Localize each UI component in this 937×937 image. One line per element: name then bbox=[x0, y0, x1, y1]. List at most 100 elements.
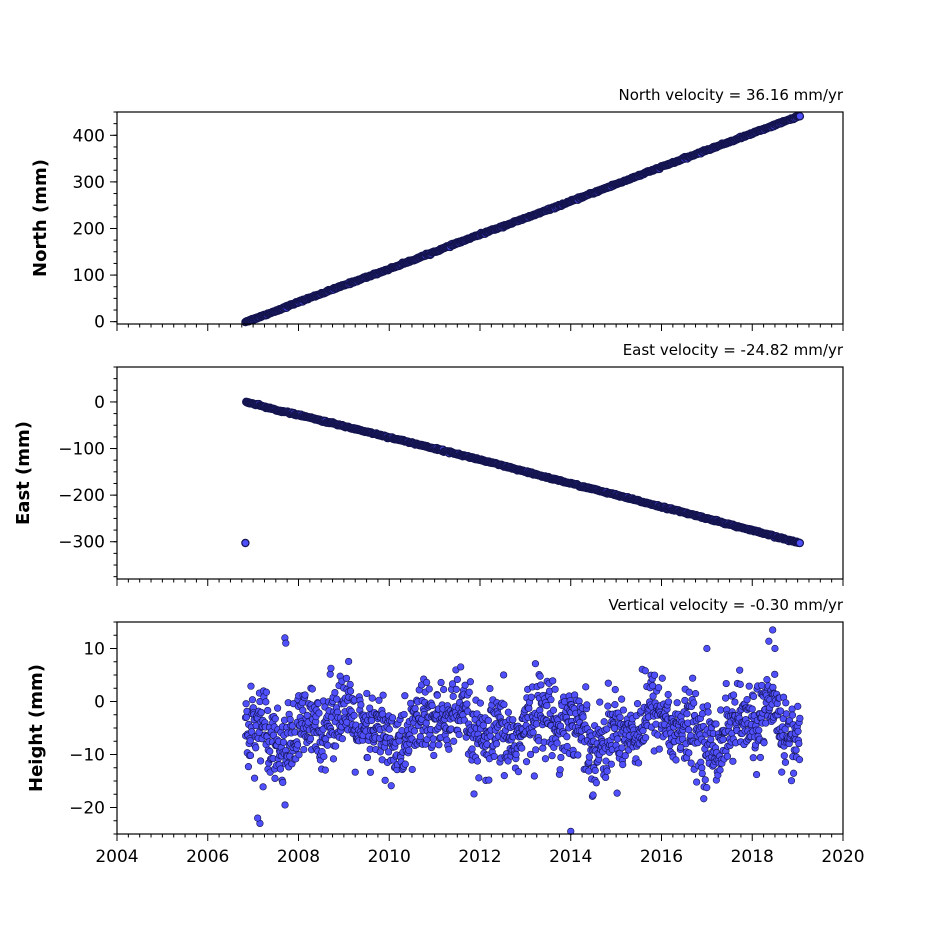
data-point bbox=[346, 687, 355, 695]
data-point bbox=[252, 744, 260, 752]
data-point bbox=[345, 657, 353, 666]
data-point bbox=[470, 790, 478, 798]
data-point bbox=[300, 745, 308, 754]
data-point bbox=[425, 685, 433, 693]
data-point bbox=[611, 701, 619, 709]
data-point bbox=[717, 706, 725, 714]
data-point bbox=[490, 752, 498, 761]
data-point bbox=[484, 716, 492, 725]
data-point bbox=[475, 774, 483, 782]
data-point bbox=[541, 755, 550, 763]
data-point bbox=[329, 755, 338, 763]
data-point bbox=[794, 702, 802, 710]
data-point bbox=[795, 739, 803, 748]
data-point bbox=[401, 760, 409, 768]
data-point bbox=[634, 759, 643, 767]
data-point bbox=[368, 694, 376, 702]
data-point bbox=[395, 737, 403, 745]
data-point bbox=[613, 735, 622, 743]
data-point bbox=[610, 724, 619, 733]
data-point bbox=[602, 773, 610, 782]
data-point bbox=[306, 734, 315, 743]
data-point bbox=[279, 738, 288, 746]
data-point bbox=[600, 718, 608, 726]
north-panel-title: North velocity = 36.16 mm/yr bbox=[619, 86, 844, 104]
north-axes-frame bbox=[116, 111, 844, 325]
y-tick-label: 400 bbox=[73, 126, 105, 146]
data-point bbox=[689, 674, 697, 682]
data-point bbox=[691, 690, 700, 698]
y-tick-label: −200 bbox=[58, 486, 105, 506]
data-point bbox=[658, 674, 666, 682]
y-tick-label: 200 bbox=[73, 219, 105, 239]
data-point bbox=[479, 721, 487, 729]
data-point bbox=[619, 760, 627, 769]
data-point bbox=[457, 663, 465, 671]
data-point bbox=[408, 765, 416, 774]
data-point bbox=[574, 751, 582, 759]
data-point bbox=[716, 766, 724, 774]
data-point bbox=[512, 750, 520, 759]
data-point bbox=[778, 768, 786, 776]
data-point bbox=[788, 711, 797, 719]
data-point bbox=[331, 688, 339, 697]
data-point bbox=[246, 751, 255, 760]
data-point bbox=[596, 698, 604, 706]
data-point bbox=[673, 699, 681, 707]
data-point bbox=[782, 710, 790, 718]
data-point bbox=[405, 746, 413, 755]
x-tick-label: 2014 bbox=[549, 847, 592, 867]
data-point bbox=[259, 783, 267, 791]
data-point bbox=[553, 739, 561, 747]
data-point bbox=[641, 667, 649, 675]
data-point bbox=[557, 753, 565, 762]
data-point bbox=[262, 698, 270, 706]
data-point bbox=[795, 538, 805, 548]
data-point bbox=[549, 706, 558, 714]
data-point bbox=[465, 688, 473, 696]
data-point bbox=[642, 734, 650, 742]
data-point bbox=[603, 767, 611, 775]
data-point bbox=[315, 709, 323, 717]
data-point bbox=[563, 733, 571, 741]
data-point bbox=[366, 768, 375, 776]
y-tick-label: −100 bbox=[58, 440, 105, 460]
data-point bbox=[693, 778, 701, 786]
east-ylabel: East (mm) bbox=[13, 421, 34, 525]
data-point bbox=[701, 776, 709, 784]
data-point bbox=[685, 749, 693, 757]
data-point bbox=[274, 704, 282, 712]
data-point bbox=[698, 769, 706, 778]
data-point bbox=[342, 674, 351, 682]
data-point bbox=[486, 684, 494, 693]
data-point bbox=[722, 679, 730, 688]
data-point bbox=[780, 752, 788, 760]
data-point bbox=[563, 742, 571, 751]
y-tick-label: −10 bbox=[69, 746, 105, 766]
data-point bbox=[618, 695, 626, 703]
y-tick-label: 0 bbox=[94, 393, 105, 413]
data-point bbox=[551, 685, 559, 693]
data-point bbox=[712, 720, 720, 728]
data-point bbox=[445, 745, 453, 753]
data-point bbox=[771, 644, 779, 653]
data-point bbox=[613, 789, 621, 797]
data-point bbox=[435, 741, 443, 749]
data-point bbox=[351, 768, 359, 776]
data-point bbox=[583, 701, 591, 709]
data-point bbox=[582, 683, 590, 691]
data-point bbox=[549, 677, 557, 685]
data-point bbox=[463, 700, 471, 708]
data-point bbox=[745, 682, 753, 690]
data-point bbox=[769, 683, 777, 691]
data-point bbox=[633, 700, 642, 708]
data-point bbox=[476, 699, 484, 707]
data-point bbox=[743, 696, 751, 704]
data-point bbox=[721, 694, 730, 702]
data-point bbox=[703, 644, 711, 653]
data-point bbox=[749, 754, 757, 762]
east-panel: East velocity = -24.82 mm/yr East (mm) 0… bbox=[13, 341, 844, 586]
data-point bbox=[618, 744, 626, 752]
data-point bbox=[452, 685, 460, 693]
